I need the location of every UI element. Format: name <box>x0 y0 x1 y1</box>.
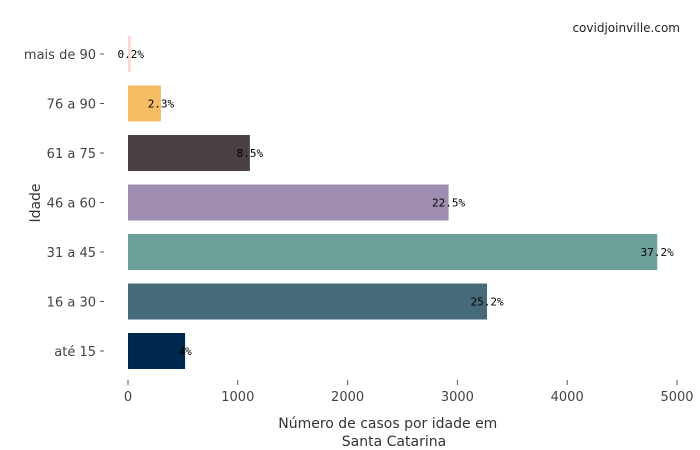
x-axis-title-line-1: Número de casos por idade em <box>278 416 497 432</box>
bar-5 <box>128 85 161 122</box>
bars-group <box>128 36 658 369</box>
data-label: 0.2% <box>117 48 144 61</box>
y-tick-label: 46 a 60 <box>47 197 96 212</box>
bar-0 <box>128 333 186 369</box>
x-axis-title: Número de casos por idade em Santa Catar… <box>278 416 502 450</box>
bar-3 <box>128 184 449 221</box>
x-tick-label: 5000 <box>660 390 693 405</box>
bar-4 <box>128 135 250 171</box>
data-label: 4% <box>178 345 192 358</box>
x-tick-label: 0 <box>124 390 132 405</box>
data-label: 25.2% <box>470 296 503 309</box>
data-label: 2.3% <box>148 98 175 111</box>
data-label: 37.2% <box>641 246 674 259</box>
data-label: 22.5% <box>432 197 465 210</box>
x-tick-label: 4000 <box>551 390 584 405</box>
y-tick-label: 31 a 45 <box>47 246 96 261</box>
x-axis-title-line-2: Santa Catarina <box>342 434 446 450</box>
y-tick-label: mais de 90 <box>24 48 96 63</box>
source-label: covidjoinville.com <box>572 21 680 35</box>
data-labels: 4% 25.2% 37.2% 22.5% 8.5% 2.3% 0.2% <box>117 48 674 358</box>
y-tick-label: 16 a 30 <box>47 296 96 311</box>
x-tick-label: 2000 <box>331 390 364 405</box>
y-tick-label: até 15 <box>54 345 96 360</box>
bar-2 <box>128 234 658 270</box>
data-label: 8.5% <box>237 147 264 160</box>
bar-1 <box>128 283 488 320</box>
y-tick-labels: até 15 16 a 30 31 a 45 46 a 60 61 a 75 76 a 9… <box>24 48 104 360</box>
y-tick-label: 61 a 75 <box>47 147 96 162</box>
y-tick-label: 76 a 90 <box>47 98 96 113</box>
x-tick-label: 1000 <box>221 390 254 405</box>
bar-6 <box>128 36 131 72</box>
x-tick-label: 3000 <box>441 390 474 405</box>
x-tick-labels: 0 1000 2000 3000 4000 5000 <box>124 380 694 405</box>
y-axis-title: Idade <box>28 183 44 222</box>
